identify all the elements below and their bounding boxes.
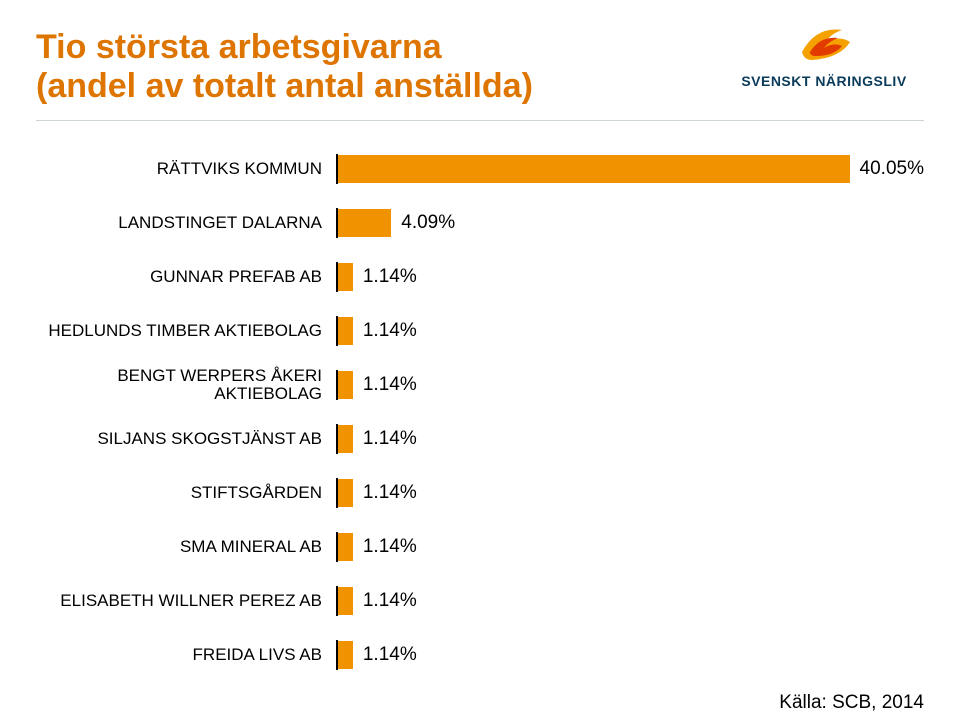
bar <box>338 533 353 561</box>
chart-row: ELISABETH WILLNER PEREZ AB 1.14% <box>36 579 924 623</box>
brand-text: SVENSKT NÄRINGSLIV <box>741 73 906 89</box>
chart-row: BENGT WERPERS ÅKERI AKTIEBOLAG 1.14% <box>36 363 924 407</box>
plot-area: 1.14% <box>336 640 924 670</box>
value-label: 4.09% <box>401 212 455 234</box>
category-label: LANDSTINGET DALARNA <box>36 214 336 233</box>
value-label: 1.14% <box>363 374 417 396</box>
plot-area: 40.05% <box>336 154 924 184</box>
category-label: STIFTSGÅRDEN <box>36 484 336 503</box>
header: Tio största arbetsgivarna (andel av tota… <box>36 28 924 106</box>
plot-area: 1.14% <box>336 316 924 346</box>
category-label: ELISABETH WILLNER PEREZ AB <box>36 592 336 611</box>
plot-area: 1.14% <box>336 370 924 400</box>
category-label: SMA MINERAL AB <box>36 538 336 557</box>
chart-row: STIFTSGÅRDEN 1.14% <box>36 471 924 515</box>
plot-area: 1.14% <box>336 424 924 454</box>
value-label: 1.14% <box>363 482 417 504</box>
page: Tio största arbetsgivarna (andel av tota… <box>0 0 960 728</box>
value-label: 1.14% <box>363 536 417 558</box>
plot-area: 1.14% <box>336 262 924 292</box>
category-label: RÄTTVIKS KOMMUN <box>36 160 336 179</box>
divider <box>36 120 924 121</box>
bar <box>338 371 353 399</box>
chart-row: HEDLUNDS TIMBER AKTIEBOLAG 1.14% <box>36 309 924 353</box>
bar <box>338 209 391 237</box>
category-label: BENGT WERPERS ÅKERI AKTIEBOLAG <box>36 367 336 404</box>
brand-logo: SVENSKT NÄRINGSLIV <box>724 22 924 89</box>
plot-area: 4.09% <box>336 208 924 238</box>
employer-share-bar-chart: RÄTTVIKS KOMMUN 40.05% LANDSTINGET DALARNA… <box>36 147 924 677</box>
title-line2: (andel av totalt antal anställda) <box>36 67 533 106</box>
chart-row: LANDSTINGET DALARNA 4.09% <box>36 201 924 245</box>
source-text: Källa: SCB, 2014 <box>779 692 924 714</box>
flame-icon <box>794 22 854 71</box>
category-label: SILJANS SKOGSTJÄNST AB <box>36 430 336 449</box>
chart-row: GUNNAR PREFAB AB 1.14% <box>36 255 924 299</box>
bar <box>338 587 353 615</box>
value-label: 1.14% <box>363 320 417 342</box>
chart-row: FREIDA LIVS AB 1.14% <box>36 633 924 677</box>
category-label: FREIDA LIVS AB <box>36 646 336 665</box>
category-label: GUNNAR PREFAB AB <box>36 268 336 287</box>
bar <box>338 263 353 291</box>
chart-row: SMA MINERAL AB 1.14% <box>36 525 924 569</box>
value-label: 1.14% <box>363 428 417 450</box>
title-line1: Tio största arbetsgivarna <box>36 28 533 67</box>
bar <box>338 479 353 507</box>
plot-area: 1.14% <box>336 586 924 616</box>
category-label: HEDLUNDS TIMBER AKTIEBOLAG <box>36 322 336 341</box>
bar <box>338 155 850 183</box>
chart-row: RÄTTVIKS KOMMUN 40.05% <box>36 147 924 191</box>
bar <box>338 317 353 345</box>
page-title: Tio största arbetsgivarna (andel av tota… <box>36 28 533 106</box>
bar <box>338 641 353 669</box>
plot-area: 1.14% <box>336 532 924 562</box>
plot-area: 1.14% <box>336 478 924 508</box>
value-label: 1.14% <box>363 644 417 666</box>
bar <box>338 425 353 453</box>
chart-row: SILJANS SKOGSTJÄNST AB 1.14% <box>36 417 924 461</box>
value-label: 1.14% <box>363 590 417 612</box>
value-label: 1.14% <box>363 266 417 288</box>
value-label: 40.05% <box>860 158 924 180</box>
